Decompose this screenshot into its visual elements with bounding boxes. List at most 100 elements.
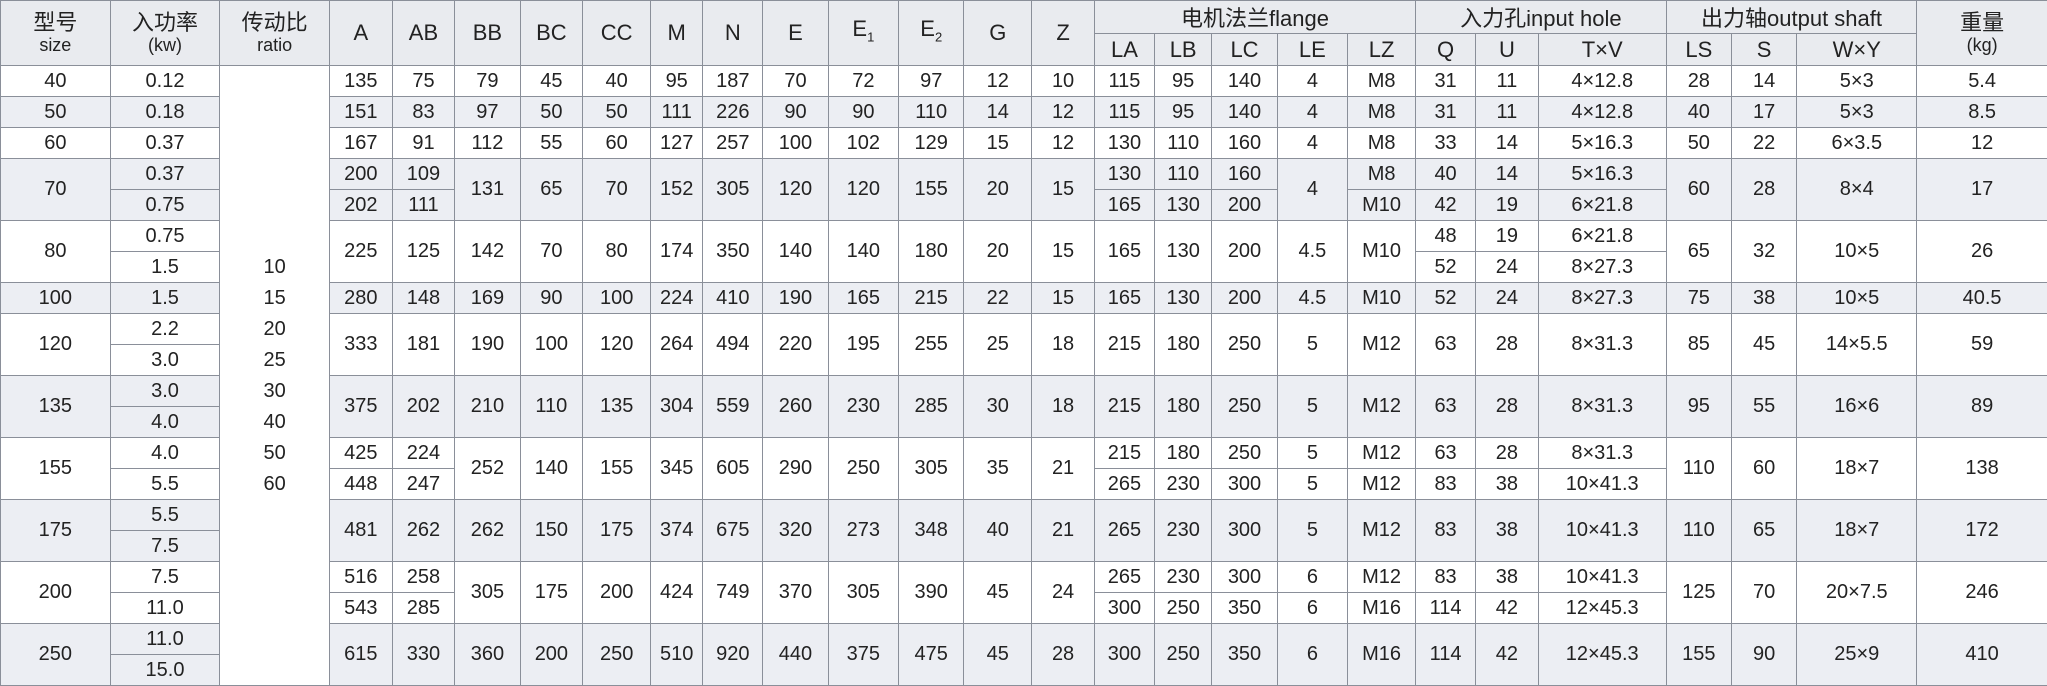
column-header: LA <box>1093 33 1155 66</box>
value-cell: 5 <box>1276 437 1349 469</box>
value-cell: 14 <box>1730 65 1798 97</box>
value-cell: M8 <box>1347 158 1417 190</box>
value-cell: M16 <box>1347 623 1417 686</box>
value-cell: 140 <box>762 220 829 283</box>
value-cell: 14 <box>963 96 1033 128</box>
value-cell: 11 <box>1475 96 1539 128</box>
value-cell: 350 <box>702 220 764 283</box>
value-cell: 33 <box>1415 127 1477 159</box>
power-cell: 2.2 <box>109 313 221 345</box>
value-cell: 24 <box>1475 251 1539 283</box>
value-cell: 75 <box>391 65 456 97</box>
value-cell: M8 <box>1347 96 1417 128</box>
value-cell: 70 <box>762 65 829 97</box>
value-cell: 120 <box>827 158 900 221</box>
table-row: 7.5 <box>1 530 2047 562</box>
value-cell: 4×12.8 <box>1537 65 1667 97</box>
value-cell: 110 <box>1153 127 1213 159</box>
size-cell: 250 <box>0 623 111 686</box>
value-cell: 12 <box>963 65 1033 97</box>
header-label: 型号 <box>33 10 78 35</box>
value-cell: 224 <box>391 437 456 469</box>
table-row: 50 0.18 151 83 97 50 50 111 226 90 90 110 14 12 115 95 1… <box>0 96 2047 128</box>
value-cell: 6 <box>1276 623 1349 686</box>
value-cell: 5 <box>1276 468 1349 500</box>
value-cell: 14 <box>1475 127 1539 159</box>
ratio-value: 25 <box>263 348 286 371</box>
value-cell: 63 <box>1415 313 1477 376</box>
value-cell: 31 <box>1415 96 1477 128</box>
value-cell: 95 <box>1153 65 1213 97</box>
value-cell: 172 <box>1916 499 2047 562</box>
value-cell: 5 <box>1276 499 1349 562</box>
value-cell: 70 <box>519 220 584 283</box>
table-row: 175 5.5 481 262 262 150 175 374 675 320 273 348 40 21… <box>0 499 2047 562</box>
value-cell: 140 <box>519 437 584 500</box>
value-cell: 265 <box>1093 561 1155 593</box>
value-cell: 91 <box>391 127 456 159</box>
power-cell: 1.5 <box>109 251 221 283</box>
value-cell: 345 <box>650 437 704 500</box>
header-label: 传动比 <box>241 10 308 35</box>
value-cell: 52 <box>1415 282 1477 314</box>
value-cell: 111 <box>650 96 704 128</box>
value-cell: 160 <box>1211 158 1278 190</box>
column-header: S <box>1730 33 1798 66</box>
value-cell: 60 <box>1730 437 1798 500</box>
value-cell: 17 <box>1730 96 1798 128</box>
value-cell: M12 <box>1347 561 1417 593</box>
value-cell: 60 <box>582 127 652 159</box>
value-cell: 12 <box>1031 127 1095 159</box>
value-cell: 28 <box>1475 375 1539 438</box>
value-cell: 180 <box>898 220 965 283</box>
value-cell: 40 <box>1415 158 1477 190</box>
power-cell: 0.75 <box>109 189 221 221</box>
value-cell: 100 <box>582 282 652 314</box>
column-header: G <box>963 0 1033 66</box>
value-cell: 210 <box>454 375 521 438</box>
value-cell: 45 <box>519 65 584 97</box>
value-cell: 348 <box>898 499 965 562</box>
value-cell: 22 <box>963 282 1033 314</box>
value-cell: M8 <box>1347 127 1417 159</box>
value-cell: 125 <box>391 220 456 283</box>
header-label: M <box>667 20 686 45</box>
power-cell: 0.18 <box>109 96 221 128</box>
value-cell: 148 <box>391 282 456 314</box>
value-cell: 28 <box>1475 437 1539 469</box>
power-cell: 15.0 <box>109 654 221 686</box>
value-cell: 15 <box>1031 282 1095 314</box>
value-cell: 35 <box>963 437 1033 500</box>
value-cell: 174 <box>650 220 704 283</box>
value-cell: 130 <box>1153 189 1213 221</box>
value-cell: 138 <box>1916 437 2047 500</box>
value-cell: 190 <box>762 282 829 314</box>
column-header: T×V <box>1537 33 1667 66</box>
value-cell: 255 <box>898 313 965 376</box>
value-cell: 83 <box>1415 561 1477 593</box>
table-row: 4.0 <box>1 406 2047 438</box>
value-cell: 10×5 <box>1796 220 1918 283</box>
value-cell: 260 <box>762 375 829 438</box>
value-cell: 114 <box>1415 623 1477 686</box>
value-cell: 200 <box>1211 282 1278 314</box>
value-cell: 90 <box>1730 623 1798 686</box>
value-cell: M8 <box>1347 65 1417 97</box>
column-header: LE <box>1276 33 1349 66</box>
value-cell: 21 <box>1031 499 1095 562</box>
value-cell: 11 <box>1475 65 1539 97</box>
value-cell: 200 <box>582 561 652 624</box>
column-header: A <box>328 0 393 66</box>
value-cell: 300 <box>1093 623 1155 686</box>
column-header: LS <box>1665 33 1732 66</box>
value-cell: 21 <box>1031 437 1095 500</box>
value-cell: M16 <box>1347 592 1417 624</box>
ratio-cell: 10 15 20 25 30 40 50 60 <box>219 65 330 686</box>
value-cell: 10×41.3 <box>1537 499 1667 562</box>
value-cell: 5 <box>1276 313 1349 376</box>
table-row: 200 7.5 516 258 305 175 200 424 749 370 305 390 45 24… <box>0 561 2047 624</box>
value-cell: 300 <box>1211 561 1278 593</box>
header-label: N <box>724 20 741 45</box>
value-cell: 250 <box>827 437 900 500</box>
